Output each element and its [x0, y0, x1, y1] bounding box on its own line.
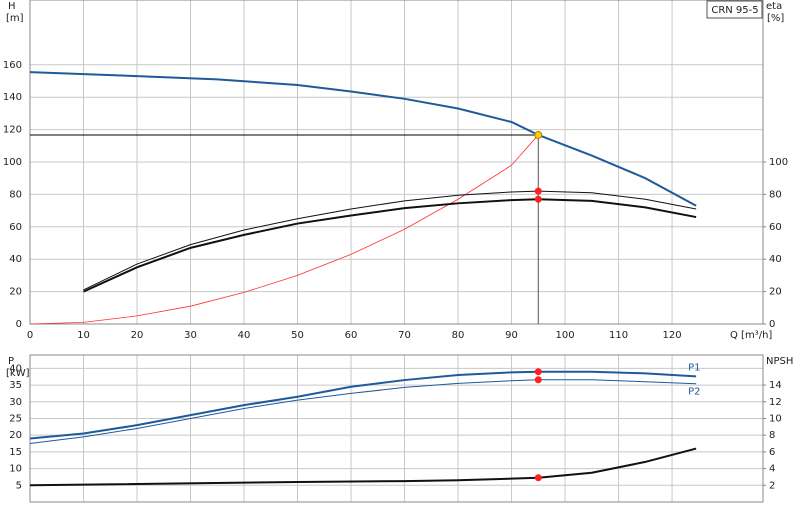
- y2-tick-label: 0: [769, 319, 775, 330]
- series-line: [83, 198, 697, 293]
- y-tick-label: 0: [16, 319, 22, 330]
- y-tick-label: 35: [9, 380, 22, 391]
- operating-point: [534, 368, 542, 376]
- x-tick-label: 40: [238, 330, 251, 341]
- y-axis-title: H: [8, 1, 16, 12]
- x-tick-label: 30: [184, 330, 197, 341]
- y-tick-label: 15: [9, 447, 22, 458]
- operating-point: [534, 187, 542, 195]
- y-tick-label: 20: [9, 287, 22, 298]
- operating-point: [534, 474, 542, 482]
- y2-tick-label: 14: [769, 380, 782, 391]
- y-tick-label: 30: [9, 397, 22, 408]
- y-tick-label: 40: [9, 254, 22, 265]
- y2-tick-label: 8: [769, 430, 775, 441]
- x-tick-label: 80: [452, 330, 465, 341]
- operating-point: [534, 376, 542, 384]
- y2-tick-label: 6: [769, 447, 775, 458]
- series-line: [29, 71, 697, 207]
- y2-tick-label: 10: [769, 413, 782, 424]
- x-tick-label: 100: [555, 330, 574, 341]
- series-line: [29, 447, 697, 487]
- x-tick-label: 20: [131, 330, 144, 341]
- series-line: [83, 190, 697, 291]
- y2-tick-label: 2: [769, 480, 775, 491]
- y-tick-label: 10: [9, 464, 22, 475]
- y2-axis-title: eta: [766, 1, 782, 12]
- y2-axis-unit: [%]: [767, 13, 784, 24]
- y-axis-unit: [m]: [6, 13, 24, 24]
- y-tick-label: 120: [3, 125, 22, 136]
- operating-point: [534, 130, 543, 139]
- y2-axis-title: NPSH: [766, 356, 793, 367]
- plot-frame: [29, 354, 764, 503]
- series-line: [29, 370, 697, 440]
- y-tick-label: 60: [9, 222, 22, 233]
- y-axis-title: P: [8, 356, 14, 367]
- x-tick-label: 120: [662, 330, 681, 341]
- y-tick-label: 25: [9, 413, 22, 424]
- series-line: [29, 134, 539, 325]
- series-label: P1: [688, 362, 700, 373]
- y-tick-label: 140: [3, 92, 22, 103]
- y2-tick-label: 20: [769, 287, 782, 298]
- y-tick-label: 20: [9, 430, 22, 441]
- x-tick-label: 70: [398, 330, 411, 341]
- operating-point: [534, 195, 542, 203]
- y2-tick-label: 40: [769, 254, 782, 265]
- y-tick-label: 40: [9, 363, 22, 374]
- series-label: P2: [688, 387, 700, 398]
- x-tick-label: 60: [345, 330, 358, 341]
- title-box: [706, 0, 763, 19]
- x-axis-title: Q [m³/h]: [730, 330, 772, 341]
- plot-frame: [29, 0, 764, 325]
- y-tick-label: 160: [3, 60, 22, 71]
- y2-tick-label: 60: [769, 222, 782, 233]
- y2-tick-label: 4: [769, 464, 775, 475]
- x-tick-label: 50: [291, 330, 304, 341]
- y-axis-unit: [kW]: [6, 368, 30, 379]
- y2-tick-label: 100: [769, 157, 788, 168]
- x-tick-label: 90: [505, 330, 518, 341]
- y-tick-label: 100: [3, 157, 22, 168]
- y2-tick-label: 12: [769, 397, 782, 408]
- x-tick-label: 110: [609, 330, 628, 341]
- chart-title: CRN 95-5: [711, 5, 758, 16]
- series-line: [29, 379, 697, 445]
- x-tick-label: 0: [27, 330, 33, 341]
- y2-tick-label: 80: [769, 189, 782, 200]
- x-tick-label: 10: [77, 330, 90, 341]
- y-tick-label: 5: [16, 480, 22, 491]
- y-tick-label: 80: [9, 189, 22, 200]
